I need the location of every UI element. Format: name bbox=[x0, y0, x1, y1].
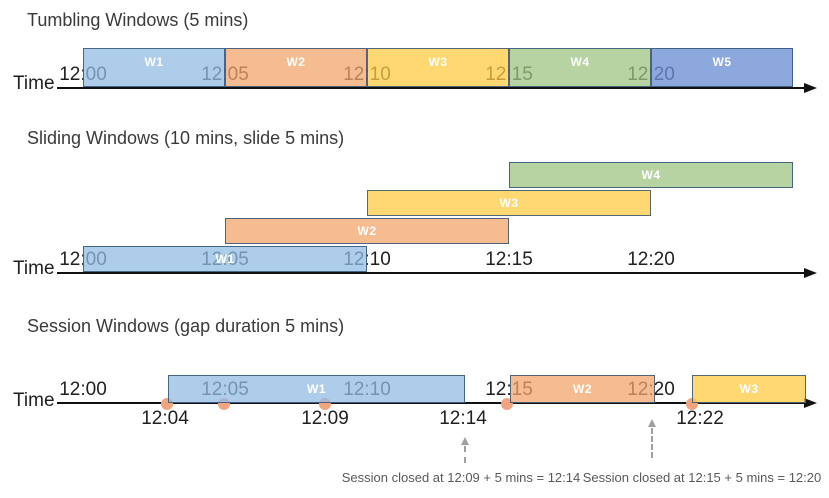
sliding-time-axis-line bbox=[57, 272, 806, 274]
session-window-w2: W2 bbox=[510, 375, 655, 403]
sliding-window-w1: W1 bbox=[83, 246, 367, 272]
window-label: W4 bbox=[641, 168, 661, 182]
tumbling-window-w3: W3 bbox=[367, 48, 509, 87]
session-section-title: Session Windows (gap duration 5 mins) bbox=[27, 316, 345, 336]
callout-dashed-line bbox=[464, 446, 466, 463]
sliding-axis-arrowhead-icon bbox=[804, 268, 817, 278]
session-window-w3: W3 bbox=[692, 375, 806, 403]
window-label: W3 bbox=[739, 382, 759, 396]
sliding-window-w2: W2 bbox=[225, 218, 509, 244]
callout-up-arrow-icon bbox=[461, 437, 469, 445]
session-time-axis-line bbox=[57, 402, 806, 404]
window-label: W5 bbox=[712, 55, 732, 69]
tumbling-window-w1: W1 bbox=[83, 48, 225, 87]
window-label: W3 bbox=[428, 55, 448, 69]
window-label: W2 bbox=[357, 224, 377, 238]
event-time-label-1204: 12:04 bbox=[141, 408, 189, 429]
session-axis-arrowhead-icon bbox=[804, 398, 817, 408]
tumbling-window-w4: W4 bbox=[509, 48, 651, 87]
window-label: W3 bbox=[499, 196, 519, 210]
tumbling-time-axis-line bbox=[57, 87, 806, 89]
tumbling-time-axis-label: Time bbox=[13, 73, 55, 94]
session-tick-1200: 12:00 bbox=[59, 379, 107, 400]
sliding-window-w3: W3 bbox=[367, 190, 651, 216]
sliding-window-w4: W4 bbox=[509, 162, 793, 188]
window-label: W1 bbox=[144, 55, 164, 69]
callout-dashed-line bbox=[651, 428, 653, 458]
window-label: W2 bbox=[573, 382, 592, 396]
session-close-annotation-2: Session closed at 12:15 + 5 mins = 12:20 bbox=[582, 470, 822, 485]
session-time-axis-label: Time bbox=[13, 390, 55, 411]
callout-up-arrow-icon bbox=[648, 419, 656, 427]
window-label: W2 bbox=[286, 55, 306, 69]
window-label: W4 bbox=[570, 55, 590, 69]
sliding-tick-1220: 12:20 bbox=[627, 249, 675, 270]
event-time-label-1209: 12:09 bbox=[301, 408, 349, 429]
window-label: W1 bbox=[307, 382, 326, 396]
session-window-w1: W1 bbox=[168, 375, 465, 403]
tumbling-axis-arrowhead-icon bbox=[804, 83, 817, 93]
sliding-tick-1215: 12:15 bbox=[485, 249, 533, 270]
tumbling-section-title: Tumbling Windows (5 mins) bbox=[27, 10, 249, 30]
session-close-annotation-1: Session closed at 12:09 + 5 mins = 12:14 bbox=[341, 470, 581, 485]
session-close-time-label-1214: 12:14 bbox=[439, 408, 487, 429]
window-label: W1 bbox=[215, 252, 235, 266]
event-time-label-1222: 12:22 bbox=[676, 408, 724, 429]
tumbling-window-w2: W2 bbox=[225, 48, 367, 87]
sliding-section-title: Sliding Windows (10 mins, slide 5 mins) bbox=[27, 128, 345, 148]
sliding-time-axis-label: Time bbox=[13, 258, 55, 279]
tumbling-window-w5: W5 bbox=[651, 48, 793, 87]
